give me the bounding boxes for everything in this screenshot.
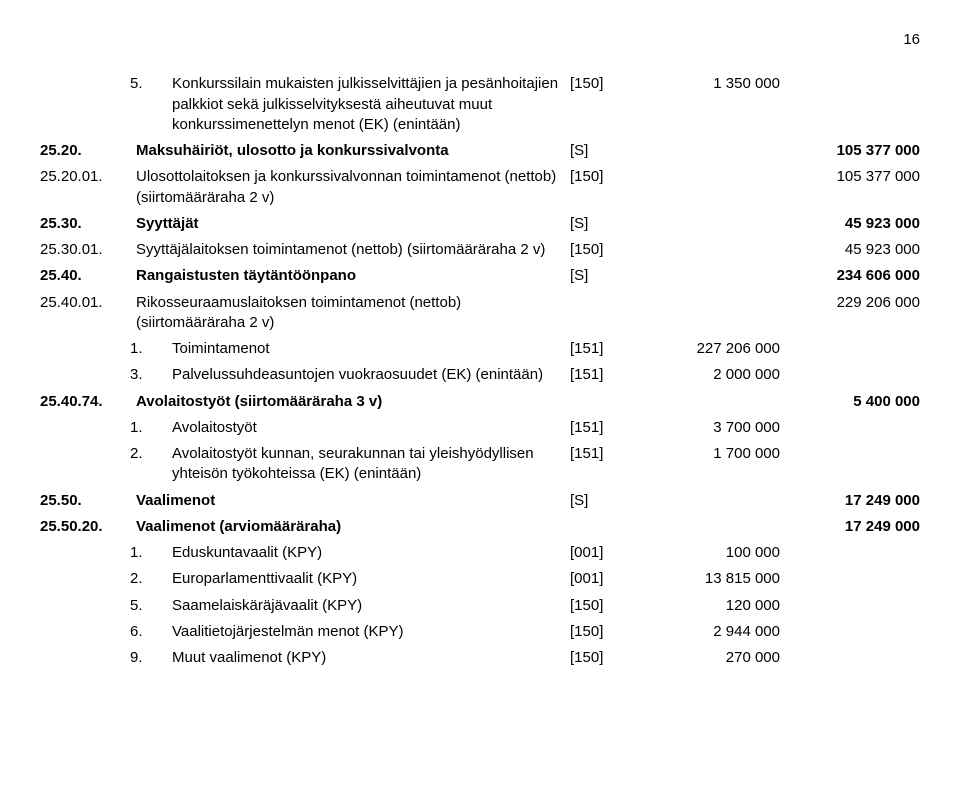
row-value-1: 3 700 000: [640, 418, 780, 438]
row-text: Rangaistusten täytäntöönpano: [136, 266, 570, 286]
row-value-2: 17 249 000: [780, 517, 920, 537]
row-bracket: [S]: [570, 214, 640, 234]
budget-row: 1.Eduskuntavaalit (KPY)[001]100 000: [40, 543, 920, 563]
subrow-number: 1.: [130, 543, 172, 563]
budget-row: 25.50.20.Vaalimenot (arviomääräraha) 17 2…: [40, 517, 920, 537]
row-bracket: [S]: [570, 141, 640, 161]
budget-table: 5.Konkurssilain mukaisten julkisselvittä…: [40, 74, 920, 668]
row-value-1: 227 206 000: [640, 339, 780, 359]
page-number: 16: [40, 30, 920, 50]
subrow-number: 5.: [130, 74, 172, 94]
row-text: Palvelussuhdeasuntojen vuokraosuudet (EK…: [172, 365, 570, 385]
row-bracket: [150]: [570, 648, 640, 668]
row-bracket: [150]: [570, 240, 640, 260]
row-value-2: 45 923 000: [780, 240, 920, 260]
subrow-number: 6.: [130, 622, 172, 642]
row-value-1: 270 000: [640, 648, 780, 668]
row-bracket: [001]: [570, 543, 640, 563]
subrow-number: 9.: [130, 648, 172, 668]
row-bracket: [151]: [570, 365, 640, 385]
subrow-number: 1.: [130, 418, 172, 438]
row-number: 25.50.20.: [40, 517, 136, 537]
budget-row: 25.40.Rangaistusten täytäntöönpano[S] 234…: [40, 266, 920, 286]
row-text: Syyttäjät: [136, 214, 570, 234]
row-text: Syyttäjälaitoksen toimintamenot (nettob)…: [136, 240, 570, 260]
budget-row: 1.Avolaitostyöt[151]3 700 000: [40, 418, 920, 438]
row-value-2: 105 377 000: [780, 167, 920, 187]
row-number: 25.40.01.: [40, 293, 136, 313]
row-value-2: 234 606 000: [780, 266, 920, 286]
subrow-number: 2.: [130, 569, 172, 589]
subrow-number: 3.: [130, 365, 172, 385]
row-text: Vaalimenot (arviomääräraha): [136, 517, 570, 537]
subrow-number: 5.: [130, 596, 172, 616]
row-number: 25.30.01.: [40, 240, 136, 260]
row-value-2: 105 377 000: [780, 141, 920, 161]
budget-row: 9.Muut vaalimenot (KPY)[150]270 000: [40, 648, 920, 668]
row-value-1: 2 944 000: [640, 622, 780, 642]
budget-row: 6.Vaalitietojärjestelmän menot (KPY)[150…: [40, 622, 920, 642]
budget-row: 5.Konkurssilain mukaisten julkisselvittä…: [40, 74, 920, 135]
row-text: Muut vaalimenot (KPY): [172, 648, 570, 668]
budget-row: 5.Saamelaiskäräjävaalit (KPY)[150]120 00…: [40, 596, 920, 616]
row-number: 25.20.01.: [40, 167, 136, 187]
row-value-2: 17 249 000: [780, 491, 920, 511]
budget-row: 2.Europarlamenttivaalit (KPY)[001]13 815…: [40, 569, 920, 589]
row-text: Avolaitostyöt kunnan, seurakunnan tai yl…: [172, 444, 570, 485]
row-text: Rikosseuraamuslaitoksen toimintamenot (n…: [136, 293, 570, 334]
row-text: Toimintamenot: [172, 339, 570, 359]
row-value-2: 5 400 000: [780, 392, 920, 412]
row-text: Vaalimenot: [136, 491, 570, 511]
row-bracket: [151]: [570, 444, 640, 464]
row-value-2: 45 923 000: [780, 214, 920, 234]
row-number: 25.30.: [40, 214, 136, 234]
row-bracket: [150]: [570, 622, 640, 642]
budget-row: 25.40.74.Avolaitostyöt (siirtomääräraha …: [40, 392, 920, 412]
budget-row: 25.20.01.Ulosottolaitoksen ja konkurssiv…: [40, 167, 920, 208]
budget-row: 25.40.01.Rikosseuraamuslaitoksen toimint…: [40, 293, 920, 334]
row-value-1: 100 000: [640, 543, 780, 563]
row-value-1: 1 700 000: [640, 444, 780, 464]
budget-row: 25.50.Vaalimenot[S] 17 249 000: [40, 491, 920, 511]
row-bracket: [150]: [570, 167, 640, 187]
budget-row: 25.30.Syyttäjät[S] 45 923 000: [40, 214, 920, 234]
row-value-1: 1 350 000: [640, 74, 780, 94]
row-text: Eduskuntavaalit (KPY): [172, 543, 570, 563]
row-text: Saamelaiskäräjävaalit (KPY): [172, 596, 570, 616]
row-text: Konkurssilain mukaisten julkisselvittäji…: [172, 74, 570, 135]
budget-row: 25.30.01.Syyttäjälaitoksen toimintamenot…: [40, 240, 920, 260]
subrow-number: 2.: [130, 444, 172, 464]
row-bracket: [150]: [570, 596, 640, 616]
budget-row: 1.Toimintamenot[151]227 206 000: [40, 339, 920, 359]
row-bracket: [151]: [570, 418, 640, 438]
row-number: 25.40.74.: [40, 392, 136, 412]
row-text: Vaalitietojärjestelmän menot (KPY): [172, 622, 570, 642]
row-value-1: 13 815 000: [640, 569, 780, 589]
row-value-1: 2 000 000: [640, 365, 780, 385]
row-bracket: [151]: [570, 339, 640, 359]
budget-row: 2.Avolaitostyöt kunnan, seurakunnan tai …: [40, 444, 920, 485]
row-text: Europarlamenttivaalit (KPY): [172, 569, 570, 589]
row-text: Maksuhäiriöt, ulosotto ja konkurssivalvo…: [136, 141, 570, 161]
budget-row: 25.20.Maksuhäiriöt, ulosotto ja konkurss…: [40, 141, 920, 161]
row-bracket: [S]: [570, 491, 640, 511]
row-number: 25.50.: [40, 491, 136, 511]
row-bracket: [001]: [570, 569, 640, 589]
row-number: 25.20.: [40, 141, 136, 161]
row-text: Avolaitostyöt (siirtomääräraha 3 v): [136, 392, 570, 412]
row-number: 25.40.: [40, 266, 136, 286]
row-text: Ulosottolaitoksen ja konkurssivalvonnan …: [136, 167, 570, 208]
row-bracket: [150]: [570, 74, 640, 94]
row-value-1: 120 000: [640, 596, 780, 616]
budget-row: 3.Palvelussuhdeasuntojen vuokraosuudet (…: [40, 365, 920, 385]
row-bracket: [S]: [570, 266, 640, 286]
subrow-number: 1.: [130, 339, 172, 359]
row-value-2: 229 206 000: [780, 293, 920, 313]
row-text: Avolaitostyöt: [172, 418, 570, 438]
